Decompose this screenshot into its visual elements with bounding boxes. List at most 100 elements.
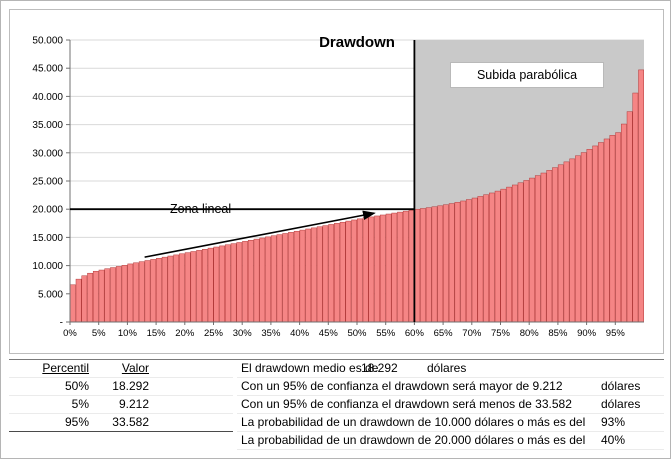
statement-unit: dólares [601, 379, 641, 393]
bar [305, 228, 312, 323]
bar [592, 145, 599, 323]
statement-text: El drawdown medio es de [241, 361, 379, 375]
bar [557, 164, 564, 323]
bar [546, 170, 553, 323]
bar [397, 211, 403, 323]
statement-row: Con un 95% de confianza el drawdown será… [237, 396, 664, 414]
bar [598, 142, 604, 323]
bar [115, 266, 122, 323]
bar [621, 123, 627, 323]
bar [265, 236, 271, 323]
bar [414, 208, 421, 323]
bar [328, 224, 335, 323]
bar [196, 250, 203, 323]
x-tick-label: 85% [548, 328, 568, 339]
bar [511, 184, 518, 323]
x-tick-label: 35% [261, 328, 281, 339]
bar [213, 246, 220, 323]
x-tick-label: 0% [63, 328, 77, 339]
statement-unit: 40% [601, 433, 626, 447]
statement-row: La probabilidad de un drawdown de 20.000… [237, 432, 664, 450]
bar [92, 270, 99, 323]
bar [270, 235, 277, 323]
bar [167, 255, 174, 323]
bar [184, 252, 191, 323]
statement-row: El drawdown medio es de 18.292 dólares [237, 360, 664, 378]
statement-row: La probabilidad de un drawdown de 10.000… [237, 414, 664, 432]
bar [586, 149, 593, 323]
bar [190, 251, 197, 323]
bar [454, 202, 461, 323]
bar [408, 209, 415, 323]
statement-row: Con un 95% de confianza el drawdown será… [237, 378, 664, 396]
x-tick-label: 90% [577, 328, 597, 339]
bar [161, 256, 168, 323]
bar [575, 155, 581, 323]
y-tick-label: 15.000 [32, 233, 63, 244]
bar [259, 237, 266, 323]
x-tick-label: 70% [462, 328, 482, 339]
bar [374, 215, 380, 323]
bar [638, 69, 645, 323]
bar [368, 216, 375, 323]
bar [431, 206, 438, 323]
statement-text: Con un 95% de confianza el drawdown será… [241, 397, 572, 411]
drawdown-chart: - 5.000 10.000 15.000 20.000 25.000 30.000 35.0… [9, 9, 664, 354]
bar [316, 226, 323, 323]
bar [425, 207, 432, 323]
bar [563, 161, 570, 323]
bar [288, 232, 294, 323]
bar [379, 214, 386, 323]
bar [517, 182, 524, 323]
value-cell: 33.582 [112, 415, 149, 429]
bar [477, 196, 484, 323]
statement-unit: dólares [427, 361, 467, 375]
bar [626, 111, 633, 323]
bar [133, 262, 139, 323]
bar [448, 203, 455, 323]
bar [402, 210, 409, 323]
bar [150, 259, 157, 323]
bar [207, 247, 214, 323]
bar [443, 204, 449, 323]
y-tick-label: 25.000 [32, 177, 63, 188]
bar [471, 197, 478, 323]
y-tick-label: 5.000 [38, 289, 63, 300]
bar [357, 218, 363, 323]
statement-value: 18.292 [361, 361, 398, 375]
bar [483, 194, 490, 323]
parabolic-zone-label: Subida parabólica [450, 62, 604, 88]
linear-zone-arrow [144, 210, 376, 258]
bar [276, 234, 283, 323]
bar [460, 200, 467, 323]
x-tick-label: 60% [405, 328, 425, 339]
statement-text: Con un 95% de confianza el drawdown será… [241, 379, 563, 393]
bar [534, 175, 541, 323]
percentile-table: Percentil Valor 50% 18.292 5% 9.212 95% 33.58… [9, 360, 233, 432]
bar [247, 239, 254, 323]
y-tick-label: 40.000 [32, 92, 63, 103]
chart-title: Drawdown [319, 34, 395, 51]
x-tick-label: 30% [233, 328, 253, 339]
statement-text: La probabilidad de un drawdown de 20.000… [241, 433, 586, 447]
bar [242, 241, 248, 323]
x-tick-label: 80% [520, 328, 540, 339]
bar [110, 267, 116, 323]
x-tick-label: 10% [118, 328, 138, 339]
bar [523, 180, 530, 323]
bar [466, 199, 472, 323]
x-tick-label: 75% [491, 328, 511, 339]
bar [127, 263, 134, 323]
bar [615, 132, 622, 323]
bar [494, 190, 501, 323]
x-tick-label: 25% [204, 328, 224, 339]
bar [138, 261, 145, 323]
percentile-cell: 95% [64, 415, 89, 429]
summary-section: Percentil Valor 50% 18.292 5% 9.212 95% 33.58… [9, 359, 664, 452]
bar [144, 260, 151, 323]
bar [293, 230, 300, 323]
bar [552, 167, 558, 323]
col-header-percentil: Percentil [42, 361, 89, 375]
table-header-row: Percentil Valor [9, 360, 233, 378]
